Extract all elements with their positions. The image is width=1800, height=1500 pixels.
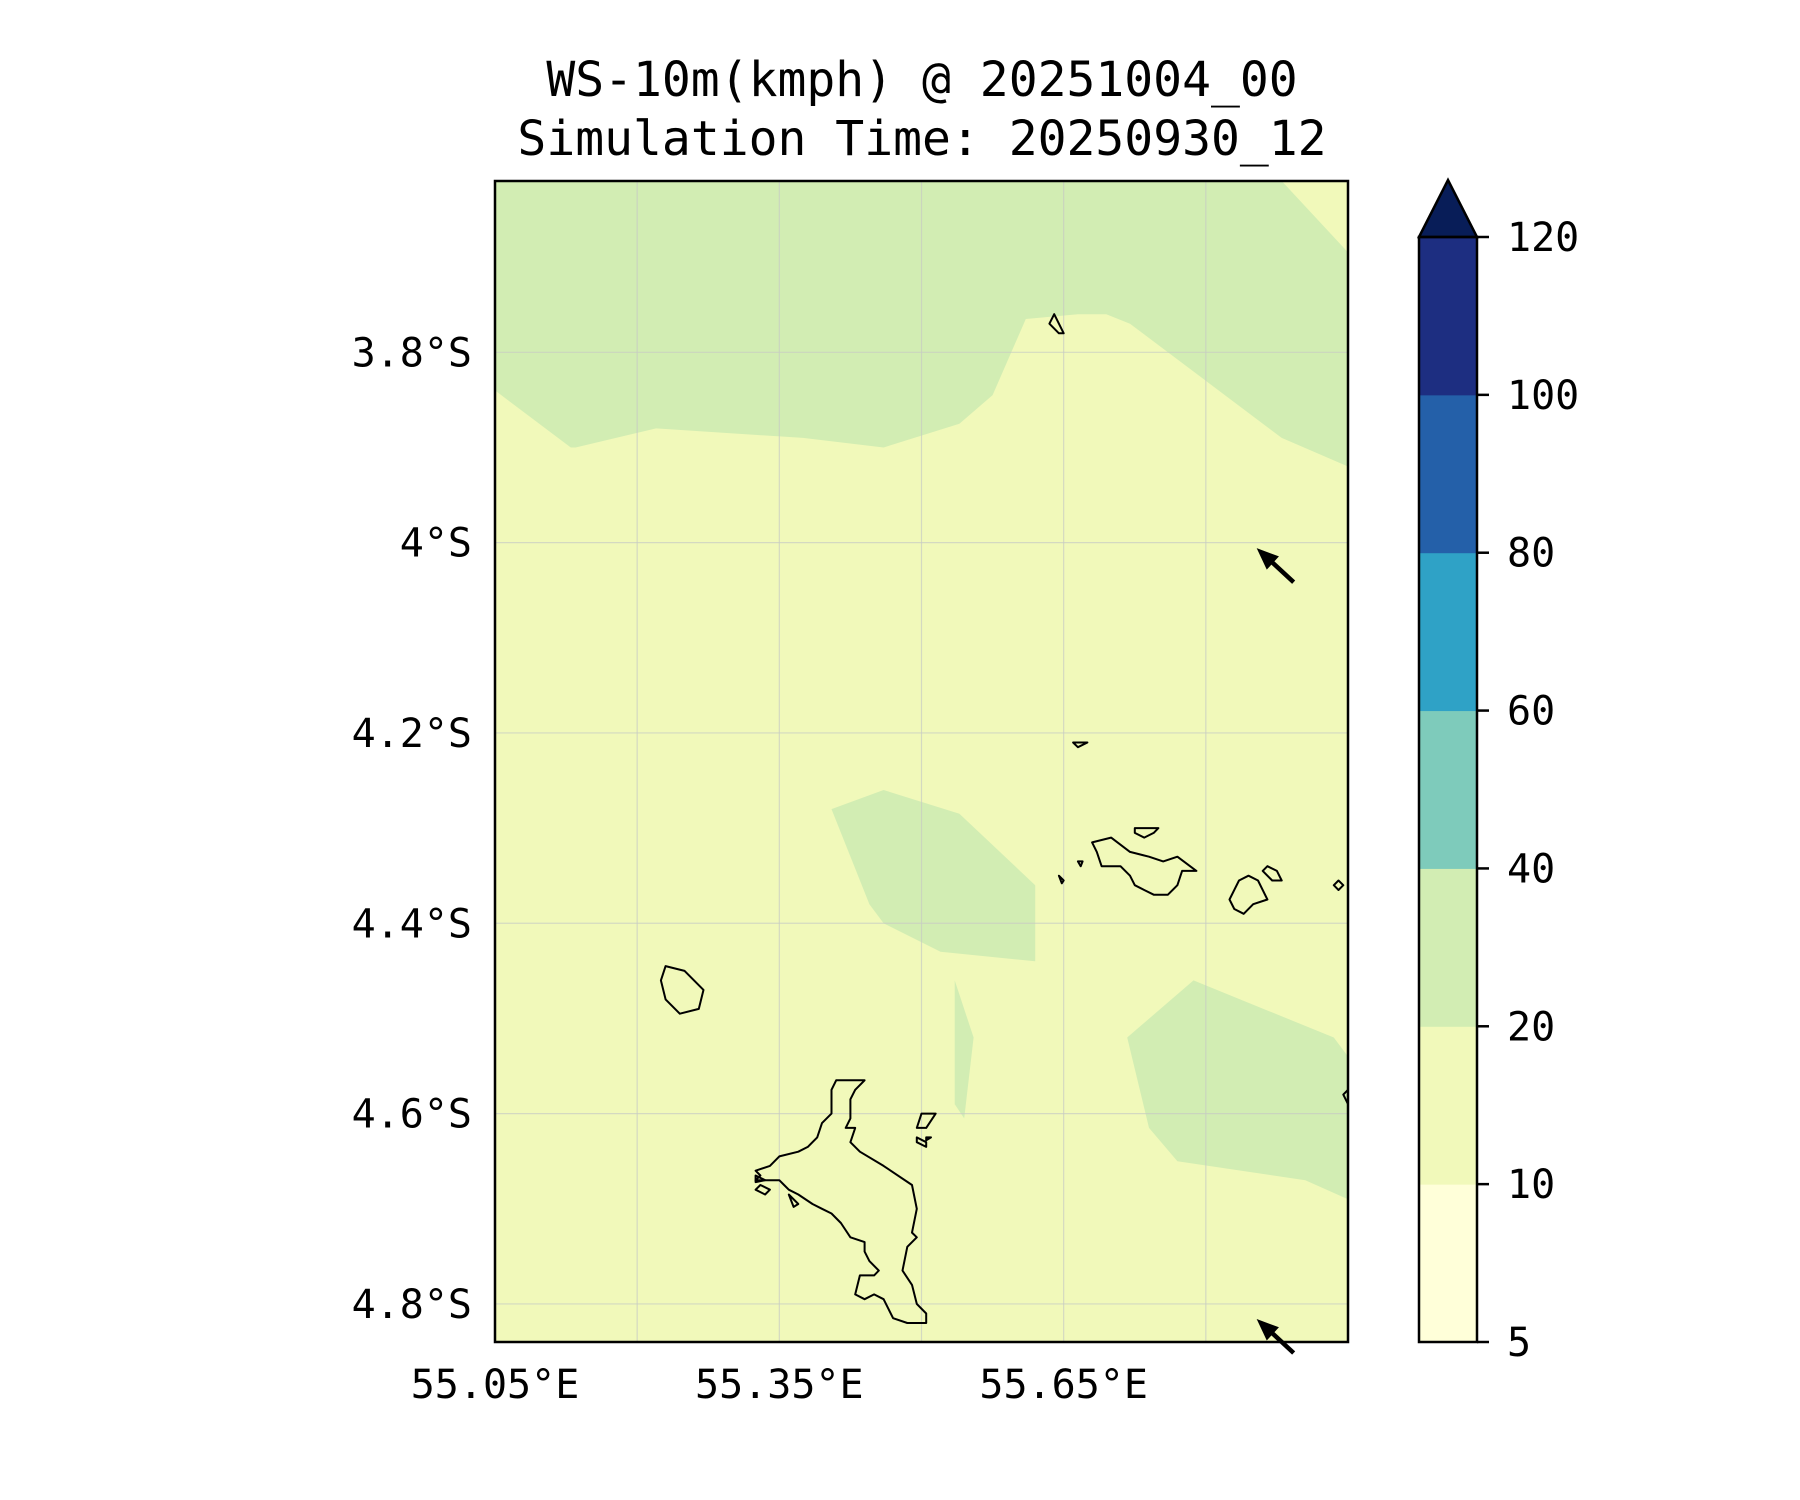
- map-panel: 55.05°E 55.35°E 55.65°E 3.8°S 4°S 4.2°S 4.4°S…: [352, 179, 1350, 1408]
- colorbar-segment: [1419, 394, 1477, 554]
- coastline-thereseb-island: [787, 1193, 800, 1208]
- map-gridlines: [495, 181, 1348, 1342]
- latitude-tick-label: 4.8°S: [352, 1282, 472, 1328]
- colorbar-segment: [1419, 1026, 1477, 1185]
- coastline-felicite-island: [1261, 865, 1283, 882]
- map-frame: [493, 179, 1350, 1344]
- coastline-conception-island: [754, 1184, 771, 1196]
- coastline-silhouette-island: [659, 965, 705, 1015]
- latitude-tick-label: 3.8°S: [352, 330, 472, 376]
- coastline-frigate-edge-island: [1342, 1088, 1348, 1106]
- colorbar-tick-label: 60: [1507, 689, 1555, 735]
- latitude-tick-label: 4.6°S: [352, 1092, 472, 1138]
- coastline-marianne-island: [1332, 879, 1345, 891]
- longitude-tick-label: 55.65°E: [979, 1362, 1148, 1408]
- wind-arrow-head: [1256, 1319, 1279, 1341]
- coastline-round-island: [925, 1136, 932, 1142]
- coastline-aride-island: [1072, 741, 1089, 749]
- map-title-line-2: Simulation Time: 20250930_12: [517, 111, 1326, 167]
- region-southeast-patch: [1127, 980, 1348, 1200]
- colorbar: 5 10 20 40 60 80 100 120: [1416, 177, 1579, 1366]
- region-sliver: [954, 980, 974, 1119]
- coastline-la-digue-island: [1228, 874, 1269, 915]
- coastline-bird-island: [1048, 313, 1065, 335]
- colorbar-tick-label: 80: [1507, 531, 1555, 577]
- colorbar-tick-label: 120: [1507, 215, 1579, 261]
- coastline-cousine-island: [1057, 874, 1065, 885]
- colorbar-tick-label: 100: [1507, 373, 1579, 419]
- longitude-tick-label: 55.05°E: [411, 1362, 580, 1408]
- colorbar-segment: [1419, 868, 1477, 1027]
- coastline-therese-island: [754, 1174, 767, 1184]
- latitude-ticks: 3.8°S 4°S 4.2°S 4.4°S 4.6°S 4.8°S: [352, 330, 472, 1328]
- colorbar-segment: [1419, 1184, 1477, 1343]
- colorbar-tick-label: 40: [1507, 846, 1555, 892]
- latitude-tick-label: 4.2°S: [352, 711, 472, 757]
- region-central-patch: [831, 790, 1036, 962]
- colorbar-tick-label: 10: [1507, 1162, 1555, 1208]
- wind-arrow-head: [1256, 548, 1279, 570]
- coastline-cousin-island: [1076, 860, 1084, 868]
- colorbar-segment: [1419, 710, 1477, 869]
- map-title-line-1: WS-10m(kmph) @ 20251004_00: [546, 52, 1297, 108]
- coastline-cerf-island: [915, 1136, 928, 1148]
- colorbar-extend-arrow: [1416, 177, 1480, 239]
- wind-arrow: [1256, 548, 1296, 584]
- coastline-curieuse-island: [1133, 827, 1160, 839]
- colorbar-segment: [1419, 237, 1477, 396]
- longitude-tick-label: 55.35°E: [695, 1362, 864, 1408]
- colorbar-tick-label: 20: [1507, 1004, 1555, 1050]
- wind-arrow: [1256, 1319, 1296, 1355]
- colorbar-frame: [1417, 235, 1479, 1344]
- latitude-tick-label: 4°S: [400, 521, 472, 567]
- latitude-tick-label: 4.4°S: [352, 901, 472, 947]
- colorbar-segment: [1419, 552, 1477, 712]
- coastline-ste-anne-island: [915, 1112, 937, 1129]
- colorbar-tick-label: 5: [1507, 1320, 1531, 1366]
- longitude-ticks: 55.05°E 55.35°E 55.65°E: [411, 1362, 1148, 1408]
- coastline-praslin-island: [1091, 836, 1198, 896]
- wind-vectors: [1256, 548, 1296, 1355]
- coastline-mahe-island: [754, 1079, 928, 1324]
- coastlines: [659, 313, 1348, 1324]
